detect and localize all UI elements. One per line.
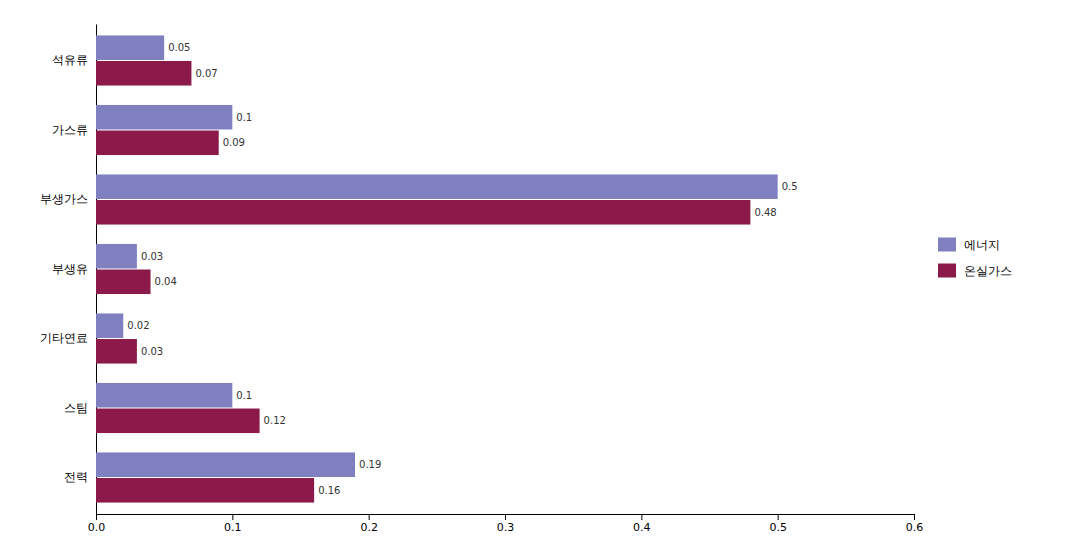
bar bbox=[96, 61, 191, 86]
bar bbox=[96, 200, 750, 225]
legend-item: 온실가스 bbox=[938, 264, 1012, 278]
bar bbox=[96, 478, 314, 503]
legend-item: 에너지 bbox=[938, 238, 1000, 252]
x-tick-mark bbox=[914, 514, 915, 520]
x-tick-label: 0.6 bbox=[906, 521, 924, 534]
x-tick-mark bbox=[641, 514, 642, 520]
y-tick-label: 부생가스 bbox=[40, 192, 88, 206]
bar bbox=[96, 313, 123, 338]
legend-swatch bbox=[938, 264, 956, 278]
y-tick-label: 스팀 bbox=[64, 401, 88, 415]
x-tick-label: 0.4 bbox=[633, 521, 651, 534]
data-label: 0.03 bbox=[141, 346, 163, 357]
x-tick: 0.3 bbox=[497, 514, 515, 534]
x-tick-label: 0.0 bbox=[88, 521, 106, 534]
y-tick-label: 기타연료 bbox=[40, 331, 88, 345]
x-tick-mark bbox=[232, 514, 233, 520]
y-tick-label: 부생유 bbox=[52, 262, 88, 276]
axis-domain bbox=[96, 25, 97, 515]
data-label: 0.1 bbox=[236, 112, 252, 123]
y-tick: 부생유 bbox=[52, 262, 88, 276]
data-label: 0.05 bbox=[168, 42, 190, 53]
x-tick-label: 0.3 bbox=[497, 521, 515, 534]
data-label: 0.5 bbox=[782, 181, 798, 192]
legend-label: 온실가스 bbox=[964, 264, 1012, 278]
y-tick: 가스류 bbox=[52, 123, 88, 137]
bar bbox=[96, 131, 219, 156]
legend-swatch bbox=[938, 238, 956, 252]
chart: 0.0 0.1 0.2 0.3 0.4 0.5 0.6 석유류가스류부생가스부생유기타연료스팀… bbox=[0, 0, 1074, 558]
bar bbox=[96, 409, 260, 434]
y-tick-label: 석유류 bbox=[52, 53, 88, 67]
x-tick-label: 0.1 bbox=[224, 521, 242, 534]
bar bbox=[96, 174, 778, 199]
data-label: 0.04 bbox=[155, 276, 177, 287]
x-tick: 0.0 bbox=[88, 514, 106, 534]
bar bbox=[96, 270, 151, 295]
y-tick-label: 가스류 bbox=[52, 123, 88, 137]
bar bbox=[96, 105, 232, 130]
data-label: 0.12 bbox=[264, 415, 286, 426]
axis-domain bbox=[97, 515, 915, 521]
y-tick: 부생가스 bbox=[40, 192, 88, 206]
data-label: 0.1 bbox=[236, 390, 252, 401]
bar bbox=[96, 339, 137, 364]
legend-label: 에너지 bbox=[964, 238, 1000, 252]
bars bbox=[96, 35, 778, 502]
y-tick: 스팀 bbox=[64, 401, 88, 415]
bar bbox=[96, 35, 164, 60]
data-label: 0.02 bbox=[127, 320, 149, 331]
data-label: 0.16 bbox=[318, 485, 340, 496]
data-label: 0.07 bbox=[195, 68, 217, 79]
x-tick-label: 0.2 bbox=[360, 521, 378, 534]
y-tick-label: 전력 bbox=[64, 470, 88, 484]
y-tick: 전력 bbox=[64, 470, 88, 484]
data-label: 0.03 bbox=[141, 251, 163, 262]
x-tick: 0.1 bbox=[224, 514, 242, 534]
x-tick: 0.6 bbox=[906, 514, 924, 534]
x-tick: 0.4 bbox=[633, 514, 651, 534]
data-label: 0.19 bbox=[359, 459, 381, 470]
y-tick: 기타연료 bbox=[40, 331, 88, 345]
y-tick: 석유류 bbox=[52, 53, 88, 67]
x-tick-mark bbox=[505, 514, 506, 520]
bar bbox=[96, 452, 355, 477]
legend: 에너지온실가스 bbox=[938, 238, 1012, 278]
y-axis: 석유류가스류부생가스부생유기타연료스팀전력 bbox=[40, 25, 97, 515]
x-tick-mark bbox=[369, 514, 370, 520]
x-tick-mark bbox=[96, 514, 97, 520]
x-tick-mark bbox=[778, 514, 779, 520]
data-label: 0.48 bbox=[754, 207, 776, 218]
data-label: 0.09 bbox=[223, 137, 245, 148]
plot: 0.0 0.1 0.2 0.3 0.4 0.5 0.6 석유류가스류부생가스부생유기타연료스팀… bbox=[40, 25, 923, 534]
data-labels: 0.05 0.1 0.5 0.03 0.02 0.1 0.19 0.07 0.09 0.48 0.0… bbox=[127, 42, 797, 496]
x-axis: 0.0 0.1 0.2 0.3 0.4 0.5 0.6 bbox=[88, 514, 924, 534]
x-tick: 0.2 bbox=[360, 514, 378, 534]
x-tick: 0.5 bbox=[769, 514, 787, 534]
x-tick-label: 0.5 bbox=[769, 521, 787, 534]
bar bbox=[96, 244, 137, 269]
bar bbox=[96, 383, 232, 408]
